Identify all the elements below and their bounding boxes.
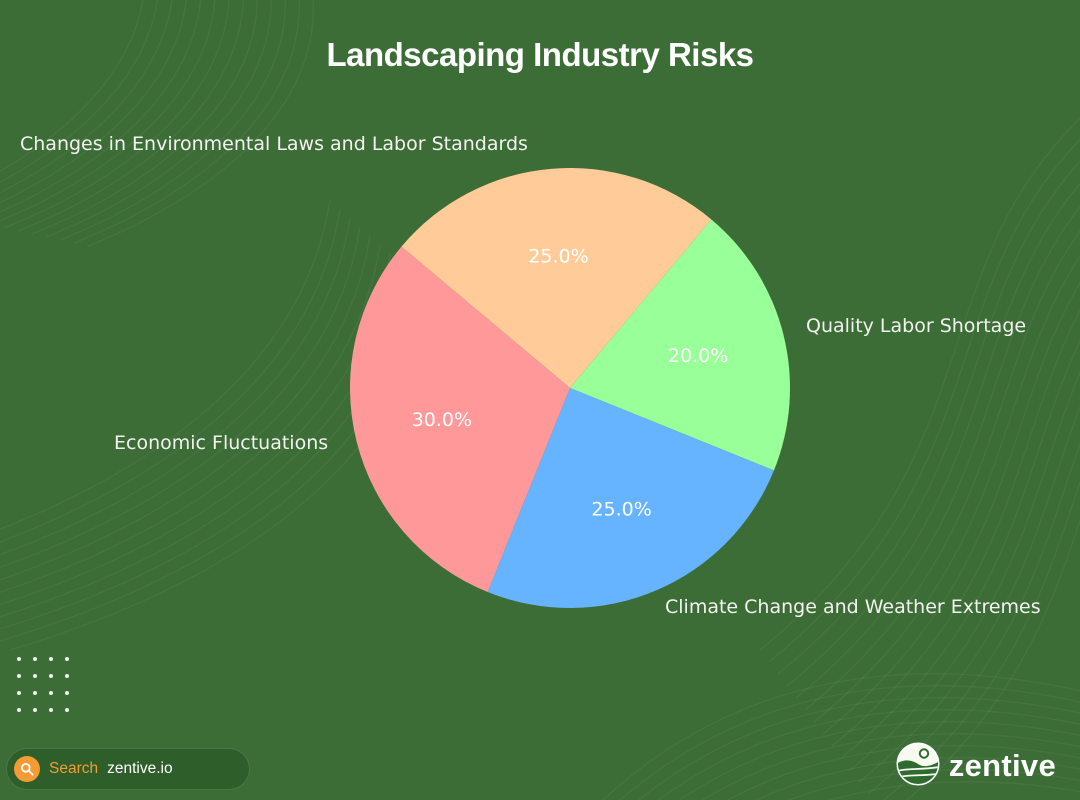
search-value: zentive.io [107,760,173,777]
zentive-logo-icon [895,741,941,791]
slice-label-economic-fluctuations: Economic Fluctuations [114,432,329,454]
search-bar[interactable]: Search zentive.io [6,748,250,790]
dot [65,674,69,678]
page-title: Landscaping Industry Risks [326,36,754,73]
dot [17,691,21,695]
dot [33,708,37,712]
dot [65,657,69,661]
pie-chart-svg: 25.0% 20.0% 25.0% 30.0% [350,168,790,608]
pie-slice-1 [570,219,790,471]
dot [33,674,37,678]
dot [49,708,53,712]
search-icon [14,756,40,782]
dot [17,708,21,712]
pie-percent-label-0: 25.0% [528,246,588,268]
search-label: Search [49,760,99,777]
dot [49,691,53,695]
dot [49,657,53,661]
dot [49,674,53,678]
brand-wordmark: zentive [948,748,1056,783]
slice-label-quality-labor-shortage: Quality Labor Shortage [806,315,1027,337]
pie-percent-label-2: 25.0% [591,499,651,521]
slice-label-climate-change: Climate Change and Weather Extremes [665,596,1041,618]
pie-slice-0 [401,168,712,388]
brand-logo: zentive [895,741,1056,791]
dot [33,691,37,695]
dots-pattern-decoration [17,657,69,712]
pie-slice-2 [487,388,774,608]
pie-percent-label-3: 30.0% [412,409,472,431]
pie-chart: 25.0% 20.0% 25.0% 30.0% [350,168,790,608]
dot [65,691,69,695]
pie-slice-3 [350,246,570,592]
slice-label-environmental-laws: Changes in Environmental Laws and Labor … [20,133,528,155]
dot [65,708,69,712]
dot [33,657,37,661]
dot [17,657,21,661]
pie-percent-label-1: 20.0% [668,345,728,367]
dot [17,674,21,678]
